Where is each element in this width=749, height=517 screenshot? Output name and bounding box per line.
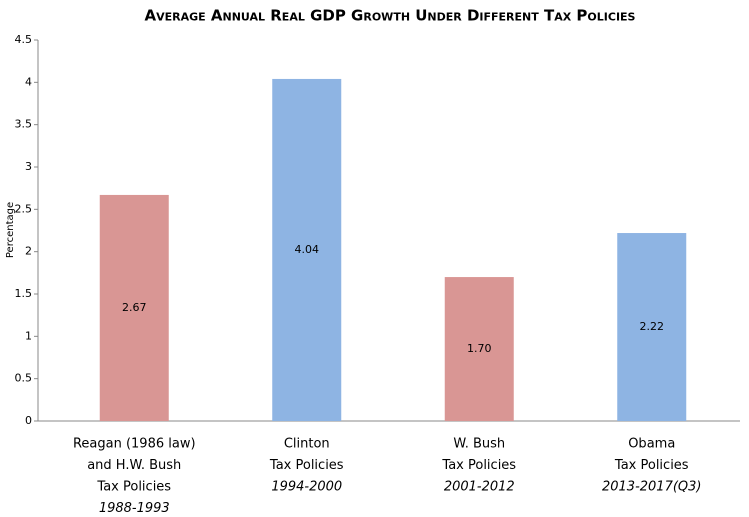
y-tick-label: 4 [25,75,32,88]
x-tick-label: Tax Policies [441,458,516,473]
x-tick-label: W. Bush [453,437,505,452]
bar [444,277,514,421]
x-tick-period: 1988-1993 [99,501,170,516]
y-tick-label: 0 [25,414,32,427]
y-tick-label: 2 [25,245,32,258]
bar [99,194,169,421]
y-tick-label: 0.5 [15,372,33,385]
x-tick-label: Clinton [284,437,330,452]
y-tick-label: 1 [25,329,32,342]
value-label: 1.70 [467,342,492,355]
value-label: 2.67 [122,301,147,314]
y-tick-label: 4.5 [15,33,33,46]
y-tick-label: 1.5 [15,287,33,300]
x-tick-period: 2013-2017(Q3) [602,480,702,495]
y-tick-label: 3 [25,160,32,173]
y-axis-label: Percentage [5,202,16,258]
x-tick-label: Tax Policies [269,458,344,473]
x-tick-label: Obama [628,437,675,452]
value-label: 4.04 [295,243,320,256]
bar [617,233,687,421]
bar [272,78,342,422]
x-tick-period: 2001-2012 [444,480,515,495]
y-tick-label: 3.5 [15,118,33,131]
x-tick-period: 1994-2000 [271,480,342,495]
x-tick-label: Tax Policies [96,480,171,495]
x-tick-label: Reagan (1986 law) [73,437,196,452]
x-tick-label: Tax Policies [614,458,689,473]
y-tick-label: 2.5 [15,202,33,215]
value-label: 2.22 [640,320,665,333]
chart-title: Average Annual Real GDP Growth Under Dif… [145,7,636,25]
x-tick-label: and H.W. Bush [87,458,181,473]
